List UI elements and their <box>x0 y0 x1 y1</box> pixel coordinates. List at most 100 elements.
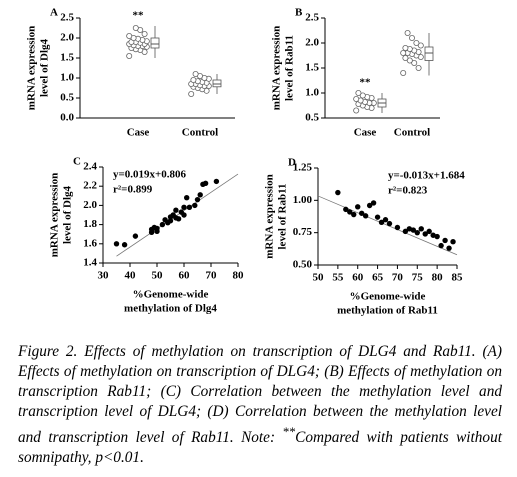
data-point <box>197 192 203 198</box>
y-tick-label: 1.4 <box>83 257 97 269</box>
data-point <box>126 33 133 40</box>
y-tick-label: 0.5 <box>60 92 74 104</box>
x-tick-label: 65 <box>372 272 384 284</box>
data-point <box>450 239 456 245</box>
data-point <box>154 225 160 232</box>
data-point <box>404 29 411 36</box>
caption-mark: ** <box>282 425 296 439</box>
box <box>150 37 160 49</box>
data-point <box>415 65 422 72</box>
data-point <box>181 212 187 218</box>
x-tick-label: 70 <box>206 270 218 282</box>
y-tick-label: 2.0 <box>83 199 97 211</box>
data-point <box>347 209 353 215</box>
y-tick-label: 1.5 <box>305 62 319 74</box>
data-point <box>411 60 418 67</box>
data-point <box>188 91 195 98</box>
x-axis-label: methylation of Rab11 <box>337 305 438 317</box>
data-point <box>400 70 407 77</box>
data-point <box>202 180 209 187</box>
data-point <box>402 228 409 235</box>
data-point <box>194 196 201 203</box>
y-tick-label: 1.8 <box>83 218 97 230</box>
data-point <box>418 226 424 232</box>
data-point <box>366 202 373 209</box>
data-point <box>438 242 444 249</box>
y-tick-label: 1.00 <box>293 194 313 206</box>
panel-label: C <box>73 156 81 168</box>
y-tick-label: 0.5 <box>305 112 319 124</box>
x-tick-label: Case <box>354 127 377 139</box>
data-point <box>335 189 341 196</box>
x-tick-label: Control <box>182 127 218 139</box>
data-point <box>362 213 369 219</box>
box <box>424 46 434 61</box>
x-tick-label: 60 <box>352 272 364 284</box>
data-point <box>374 214 381 220</box>
x-tick-label: 80 <box>233 270 245 282</box>
data-point <box>370 200 377 206</box>
caption-text: Effects of methylation on transcription … <box>18 343 502 447</box>
y-axis-label: mRNA expression <box>271 26 283 110</box>
data-point <box>410 227 417 233</box>
x-tick-label: 85 <box>452 272 464 284</box>
data-point <box>132 24 139 31</box>
data-point <box>442 237 448 244</box>
x-tick-label: Control <box>394 127 430 139</box>
data-point <box>355 90 362 97</box>
data-point <box>422 231 428 237</box>
x-tick-label: Case <box>127 127 150 139</box>
data-point <box>413 40 420 47</box>
data-point <box>358 210 365 216</box>
y-tick-label: 2.4 <box>83 161 97 173</box>
x-tick-label: 75 <box>412 272 424 284</box>
y-tick-label: 1.25 <box>293 162 313 174</box>
data-point <box>400 50 407 57</box>
caption-note: Compared with patients without somnipath… <box>18 429 502 467</box>
data-point <box>434 233 440 240</box>
data-point <box>113 241 120 247</box>
y-axis-label: level of Dlg4 <box>39 38 51 97</box>
y-axis-label: level of Rab11 <box>284 35 296 101</box>
data-point <box>426 228 432 235</box>
data-point <box>417 42 424 49</box>
data-point <box>353 107 360 114</box>
fit-line <box>116 173 239 257</box>
data-point <box>402 45 409 52</box>
data-point <box>408 35 415 42</box>
data-point <box>190 77 197 84</box>
x-tick-label: 40 <box>125 270 137 282</box>
x-tick-label: 80 <box>432 272 444 284</box>
box <box>212 79 222 88</box>
x-tick-label: 50 <box>313 272 325 284</box>
x-tick-label: 60 <box>179 270 191 282</box>
data-point <box>446 245 452 251</box>
data-point <box>355 204 361 210</box>
y-axis-label: level of Rab11 <box>277 184 289 250</box>
y-tick-label: 2.5 <box>305 12 319 24</box>
y-tick-label: 1.0 <box>60 72 74 84</box>
data-point <box>132 233 139 239</box>
data-point <box>351 211 357 218</box>
data-point <box>173 207 179 213</box>
caption: Figure 2. Effects of methylation on tran… <box>18 342 502 468</box>
data-point <box>175 216 182 222</box>
x-axis-label: methylation of Dlg4 <box>124 303 217 315</box>
data-point <box>167 218 174 224</box>
y-tick-label: 2.5 <box>60 12 74 24</box>
panel-label: A <box>50 7 58 19</box>
data-point <box>394 224 401 231</box>
data-point <box>386 220 393 227</box>
y-tick-label: 1.0 <box>305 87 319 99</box>
data-point <box>192 71 199 78</box>
annotation: y=0.019x+0.806 <box>113 169 187 181</box>
y-tick-label: 2.0 <box>60 32 74 44</box>
data-point <box>402 55 409 62</box>
data-point <box>378 219 385 226</box>
y-axis-label: mRNA expression <box>49 173 61 257</box>
data-point <box>126 53 133 60</box>
y-axis-label: mRNA expression <box>26 26 38 110</box>
data-point <box>159 221 166 228</box>
y-tick-label: 1.6 <box>83 237 97 249</box>
